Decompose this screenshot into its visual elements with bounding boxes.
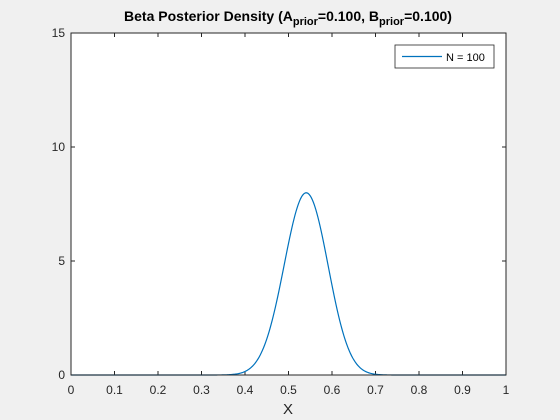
- x-tick-label: 0.6: [324, 383, 341, 397]
- x-tick-label: 1: [503, 383, 510, 397]
- x-axis-label: X: [283, 401, 293, 418]
- plot-area: [71, 33, 506, 375]
- x-tick-label: 0.1: [106, 383, 123, 397]
- x-tick-label: 0: [68, 383, 75, 397]
- y-tick-label: 10: [52, 140, 66, 154]
- legend: N = 100: [394, 44, 495, 69]
- title-tail: =0.100): [404, 8, 452, 24]
- title-subscript-b: prior: [379, 16, 405, 28]
- x-tick-label: 0.8: [411, 383, 428, 397]
- title-subscript-a: prior: [293, 16, 319, 28]
- legend-box: [394, 44, 495, 69]
- y-tick-label: 5: [58, 254, 65, 268]
- legend-entry-n-100: N = 100: [446, 52, 485, 64]
- y-tick-label: 15: [52, 26, 66, 40]
- y-tick-label: 0: [58, 368, 65, 382]
- title-mid: =0.100, B: [318, 8, 379, 24]
- title-lead: Beta Posterior Density (A: [124, 8, 293, 24]
- chart-title: Beta Posterior Density (Aprior=0.100, Bp…: [124, 8, 452, 28]
- x-tick-label: 0.3: [193, 383, 210, 397]
- x-tick-label: 0.4: [237, 383, 254, 397]
- x-tick-label: 0.2: [150, 383, 167, 397]
- x-tick-label: 0.5: [280, 383, 297, 397]
- x-tick-label: 0.9: [454, 383, 471, 397]
- x-tick-label: 0.7: [367, 383, 384, 397]
- plot-frame: [70, 32, 507, 376]
